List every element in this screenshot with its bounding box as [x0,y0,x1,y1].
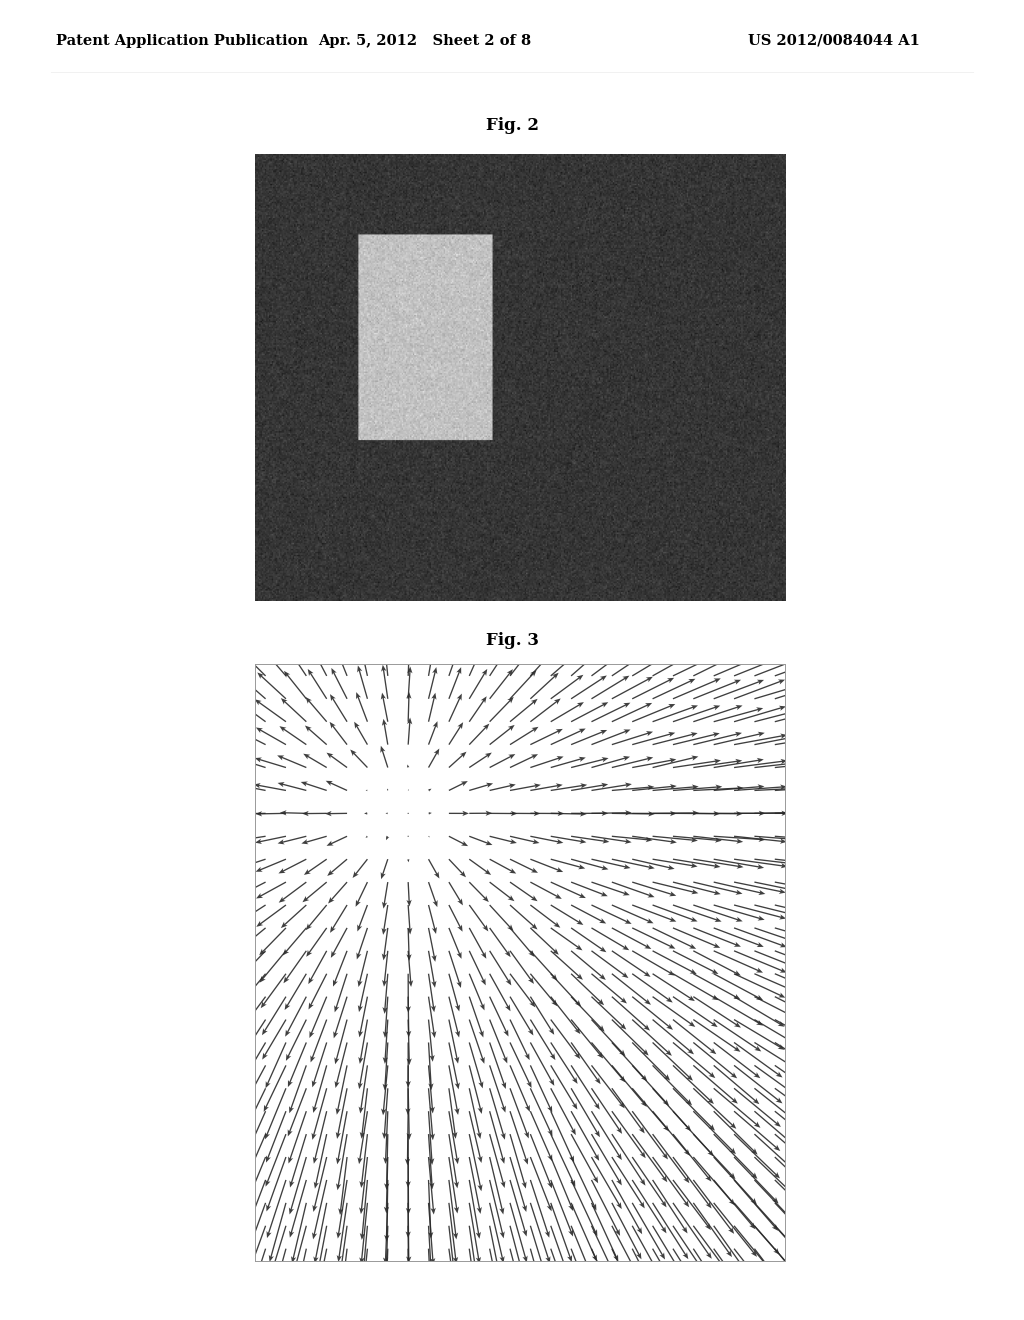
Text: Apr. 5, 2012   Sheet 2 of 8: Apr. 5, 2012 Sheet 2 of 8 [318,34,531,48]
Text: Fig. 3: Fig. 3 [485,632,539,648]
Text: Fig. 2: Fig. 2 [485,117,539,133]
Text: Patent Application Publication: Patent Application Publication [56,34,308,48]
Text: US 2012/0084044 A1: US 2012/0084044 A1 [748,34,920,48]
